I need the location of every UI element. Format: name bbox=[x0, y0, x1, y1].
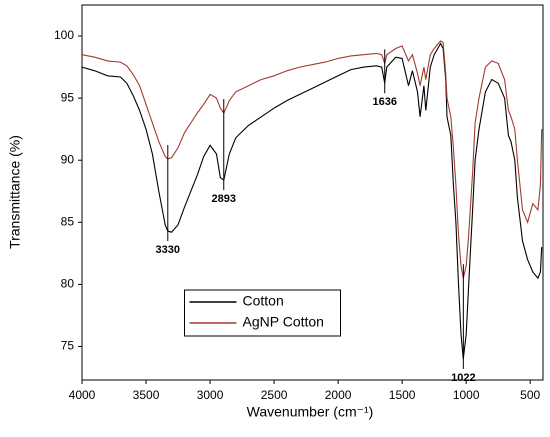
x-tick-label: 2000 bbox=[325, 388, 352, 402]
series-line bbox=[81, 42, 543, 359]
annotation-label: 1636 bbox=[372, 96, 396, 108]
x-tick-label: 4000 bbox=[69, 388, 96, 402]
x-axis-label: Wavenumber (cm⁻¹) bbox=[247, 404, 374, 420]
x-tick-label: 1500 bbox=[389, 388, 416, 402]
y-tick-label: 75 bbox=[61, 339, 75, 353]
x-tick-label: 2500 bbox=[261, 388, 288, 402]
plot-frame bbox=[81, 4, 544, 381]
x-tick-label: 3500 bbox=[133, 388, 160, 402]
x-tick-label: 3000 bbox=[197, 388, 224, 402]
x-tick-label: 1000 bbox=[453, 388, 480, 402]
y-tick-label: 85 bbox=[61, 214, 75, 228]
y-tick-label: 95 bbox=[61, 90, 75, 104]
x-tick-label: 500 bbox=[520, 388, 540, 402]
annotation-label: 1022 bbox=[451, 372, 475, 384]
annotation-label: 3330 bbox=[156, 244, 180, 256]
legend-box bbox=[184, 289, 341, 337]
y-tick-label: 100 bbox=[54, 28, 74, 42]
legend-label: Cotton bbox=[243, 293, 284, 309]
legend-label: AgNP Cotton bbox=[243, 314, 324, 330]
y-tick-label: 90 bbox=[61, 152, 75, 166]
annotation-label: 2893 bbox=[212, 193, 236, 205]
y-axis-label: Transmittance (%) bbox=[7, 135, 23, 249]
series-line bbox=[81, 40, 543, 279]
y-tick-label: 80 bbox=[61, 277, 75, 291]
